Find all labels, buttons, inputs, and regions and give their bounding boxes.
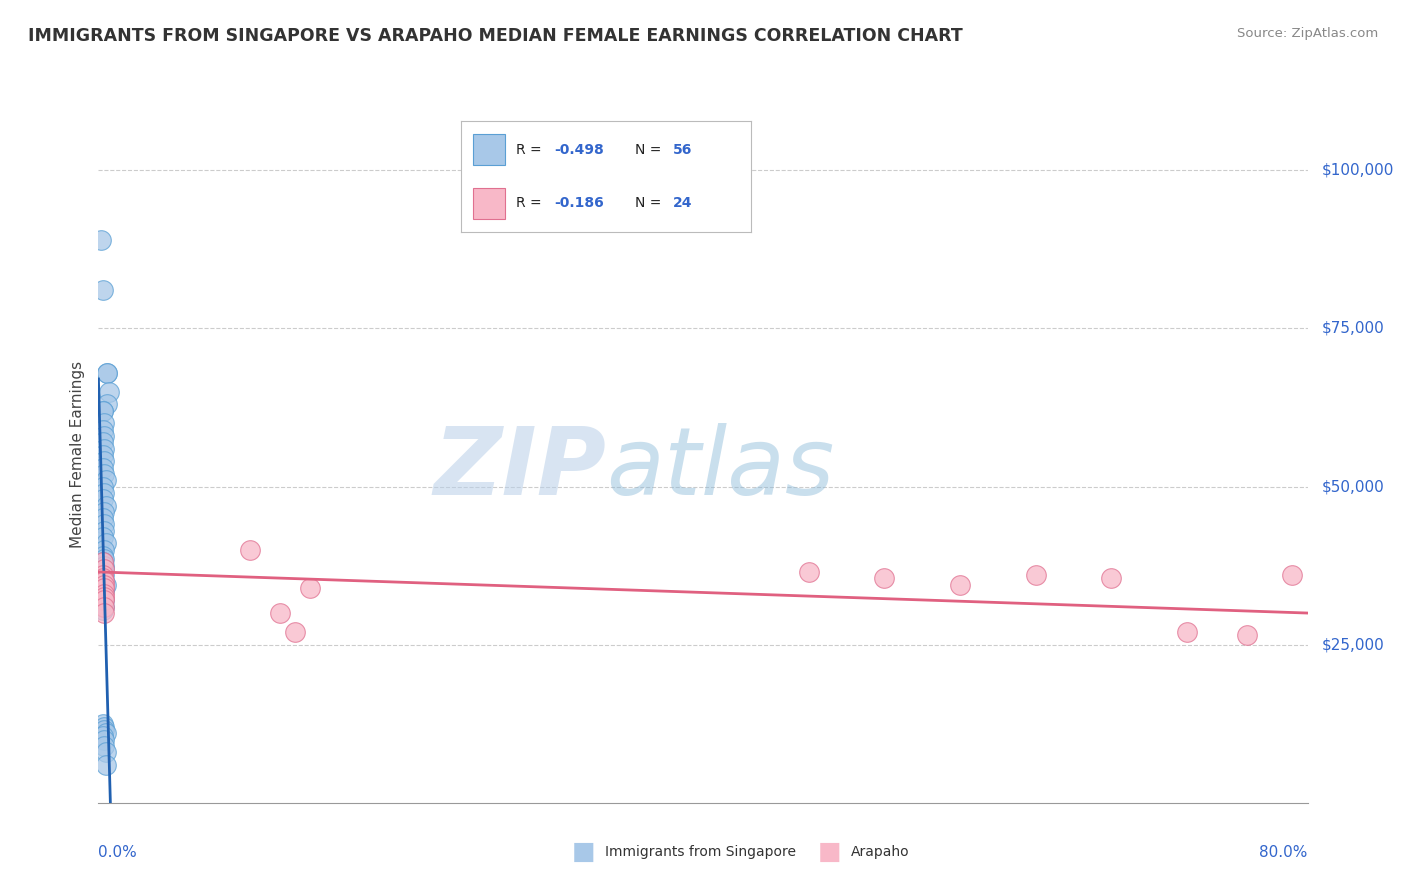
- Point: [93, 558, 115, 573]
- Text: Source: ZipAtlas.com: Source: ZipAtlas.com: [1237, 27, 1378, 40]
- Point: [93, 574, 115, 589]
- Point: [284, 625, 307, 640]
- Point: [91, 603, 114, 617]
- Point: [93, 505, 115, 519]
- Point: [873, 571, 896, 585]
- Point: [91, 591, 114, 605]
- Point: [93, 591, 115, 605]
- Text: $75,000: $75,000: [1322, 321, 1385, 336]
- Point: [93, 599, 115, 614]
- Point: [93, 454, 115, 468]
- Text: ■: ■: [818, 840, 841, 863]
- Point: [93, 574, 115, 589]
- Point: [91, 403, 114, 417]
- Point: [91, 571, 114, 585]
- Point: [1175, 625, 1198, 640]
- Point: [93, 577, 115, 591]
- Point: [1024, 568, 1046, 582]
- Point: [93, 562, 115, 576]
- Text: 80.0%: 80.0%: [1260, 845, 1308, 860]
- Point: [93, 732, 115, 747]
- Point: [96, 366, 118, 380]
- Y-axis label: Median Female Earnings: Median Female Earnings: [70, 361, 86, 549]
- Point: [91, 568, 114, 582]
- Text: 0.0%: 0.0%: [98, 845, 138, 860]
- Text: $50,000: $50,000: [1322, 479, 1385, 494]
- Point: [299, 581, 322, 595]
- Text: ■: ■: [572, 840, 595, 863]
- Point: [93, 723, 115, 737]
- Point: [90, 233, 112, 247]
- Point: [91, 435, 114, 450]
- Point: [797, 565, 820, 579]
- Point: [91, 423, 114, 437]
- Text: IMMIGRANTS FROM SINGAPORE VS ARAPAHO MEDIAN FEMALE EARNINGS CORRELATION CHART: IMMIGRANTS FROM SINGAPORE VS ARAPAHO MED…: [28, 27, 963, 45]
- Point: [96, 366, 118, 380]
- Text: Arapaho: Arapaho: [851, 845, 910, 859]
- Point: [91, 716, 114, 731]
- Point: [93, 517, 115, 532]
- Point: [98, 384, 121, 399]
- Point: [94, 473, 117, 487]
- Point: [93, 720, 115, 734]
- Point: [96, 397, 118, 411]
- Point: [91, 511, 114, 525]
- Point: [91, 556, 114, 570]
- Point: [94, 745, 117, 759]
- Point: [91, 587, 114, 601]
- Point: [949, 577, 972, 591]
- Point: [93, 568, 115, 582]
- Point: [91, 597, 114, 611]
- Point: [94, 499, 117, 513]
- Point: [91, 565, 114, 579]
- Point: [93, 606, 115, 620]
- Text: $25,000: $25,000: [1322, 637, 1385, 652]
- Point: [91, 448, 114, 462]
- Point: [93, 417, 115, 431]
- Point: [93, 552, 115, 566]
- Point: [1099, 571, 1122, 585]
- Point: [93, 581, 115, 595]
- Point: [94, 726, 117, 740]
- Point: [91, 403, 114, 417]
- Point: [1236, 628, 1258, 642]
- Point: [94, 577, 117, 591]
- Point: [91, 581, 114, 595]
- Point: [91, 530, 114, 544]
- Point: [1281, 568, 1303, 582]
- Point: [93, 583, 115, 598]
- Point: [91, 492, 114, 507]
- Point: [91, 556, 114, 570]
- Point: [91, 460, 114, 475]
- Point: [91, 730, 114, 744]
- Point: [93, 467, 115, 481]
- Point: [93, 542, 115, 557]
- Text: Immigrants from Singapore: Immigrants from Singapore: [605, 845, 796, 859]
- Point: [239, 542, 262, 557]
- Point: [93, 593, 115, 607]
- Point: [93, 442, 115, 456]
- Point: [93, 587, 115, 601]
- Point: [93, 486, 115, 500]
- Point: [269, 606, 291, 620]
- Text: atlas: atlas: [606, 424, 835, 515]
- Point: [93, 593, 115, 607]
- Point: [93, 739, 115, 753]
- Point: [91, 571, 114, 585]
- Text: ZIP: ZIP: [433, 423, 606, 515]
- Point: [91, 549, 114, 563]
- Point: [91, 479, 114, 493]
- Point: [93, 524, 115, 538]
- Point: [94, 536, 117, 550]
- Point: [91, 284, 114, 298]
- Point: [93, 599, 115, 614]
- Point: [93, 429, 115, 443]
- Point: [93, 562, 115, 576]
- Point: [94, 757, 117, 772]
- Text: $100,000: $100,000: [1322, 163, 1393, 178]
